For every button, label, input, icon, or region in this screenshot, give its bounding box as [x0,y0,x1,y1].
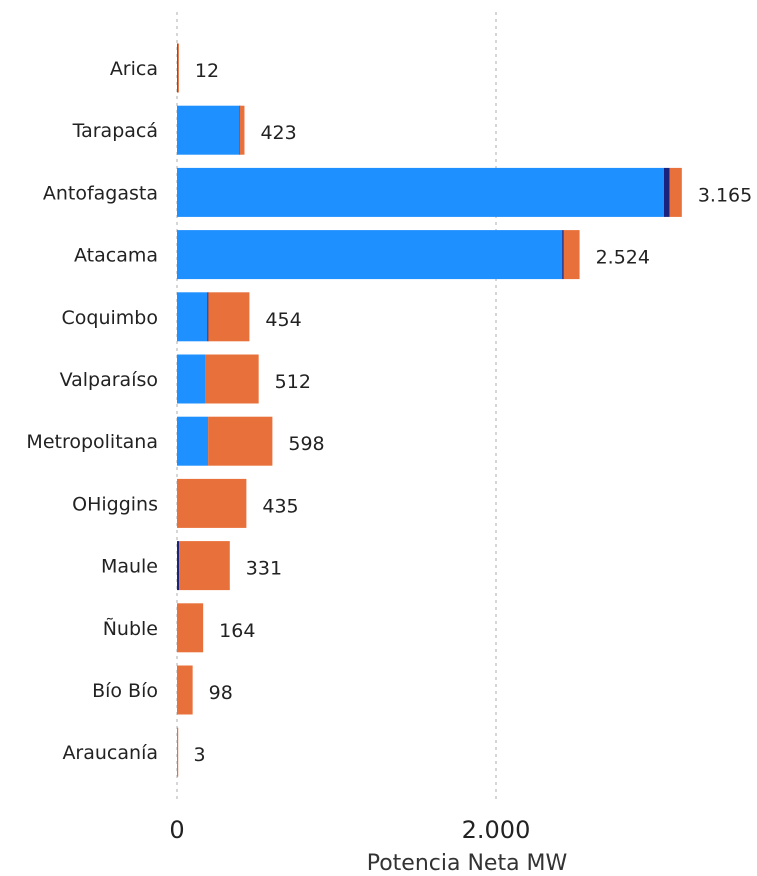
data-label: 164 [219,620,255,642]
bar-segment [562,230,564,280]
category-label: Atacama [74,245,158,267]
bar-segment [239,105,245,155]
data-label: 512 [275,371,311,393]
category-labels: Arica Tarapacá Antofagasta Atacama Coquimbo V… [26,58,158,764]
category-label: Coquimbo [62,307,158,329]
data-label: 331 [246,558,282,580]
bar-segment [207,292,209,342]
gridlines [176,12,497,800]
data-label: 3 [193,744,205,766]
category-label: Maule [101,556,158,578]
data-label: 598 [288,433,324,455]
bar-segment [177,230,563,280]
category-label: Bío Bío [92,680,158,702]
category-label: Valparaíso [60,369,158,391]
bar-segment [177,727,179,777]
x-tick-label: 2.000 [462,816,531,844]
x-tick-label: 0 [169,816,184,844]
bar-segment [208,416,273,466]
bar-segment [177,354,206,404]
bar-segment [205,354,259,404]
x-axis-title: Potencia Neta MW [367,851,568,876]
category-label: Arica [110,58,158,80]
bar-segment [663,167,670,217]
data-label: 423 [260,122,296,144]
bar-segment [177,416,209,466]
bar-segment [563,230,580,280]
category-label: Tarapacá [72,120,158,142]
bar-segment [177,167,664,217]
x-axis-ticks: 0 2.000 [169,816,530,844]
bar-segment [177,603,204,653]
data-label: 12 [195,60,219,82]
category-label: OHiggins [72,493,158,515]
category-label: Antofagasta [43,182,158,204]
bars [177,43,682,777]
bar-segment [177,478,247,528]
data-label: 435 [262,495,298,517]
category-label: Araucanía [62,742,158,764]
bar-segment [177,292,208,342]
category-label: Ñuble [103,617,158,640]
bar-segment [177,43,179,93]
bar-segment [669,167,682,217]
value-labels: 12 423 3.165 2.524 454 512 598 435 331 164 98 3 [193,60,752,766]
data-label: 3.165 [698,184,752,206]
data-label: 98 [209,682,233,704]
category-label: Metropolitana [26,431,158,453]
data-label: 2.524 [596,247,650,269]
bar-segment [177,665,193,715]
bar-segment [179,541,230,591]
bar-segment [177,105,240,155]
data-label: 454 [265,309,301,331]
bar-segment [208,292,250,342]
bar-segment [177,541,180,591]
